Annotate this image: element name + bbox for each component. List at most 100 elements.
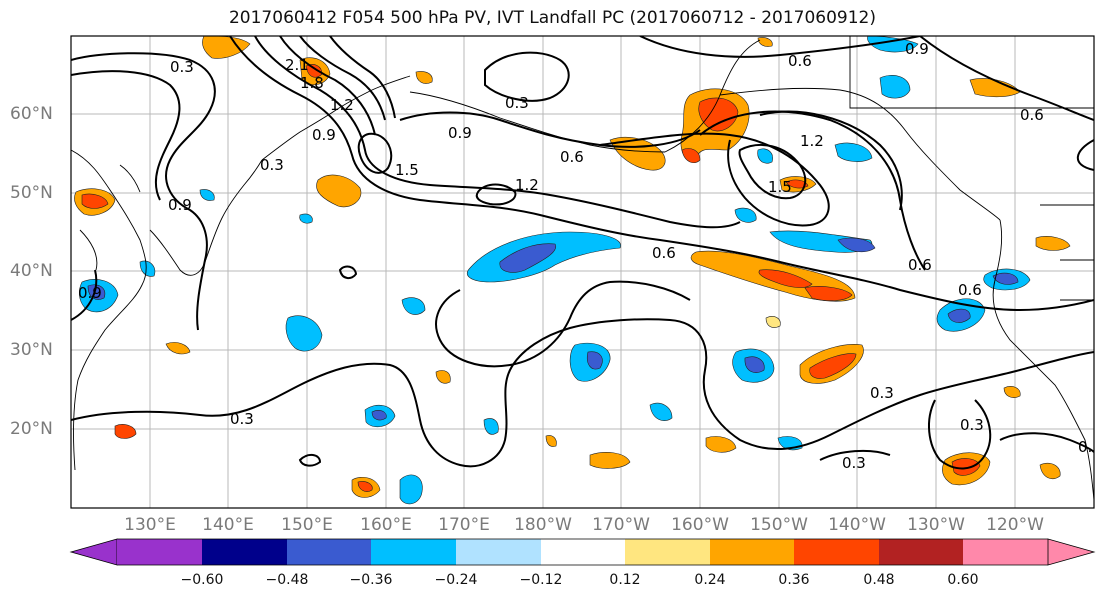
shade-neg-blob — [837, 237, 876, 253]
shade-pos-blob — [765, 316, 781, 328]
coastlines — [71, 36, 1094, 501]
coast-asia — [71, 149, 147, 471]
shade-pos-blob — [81, 193, 109, 209]
pv-contour — [338, 265, 358, 280]
coast-alaska — [664, 39, 1001, 221]
colorbar-segment — [710, 539, 794, 565]
lat-label: 50°N — [10, 183, 53, 203]
pv-contour — [329, 36, 396, 119]
shade-neg-blob — [199, 189, 215, 201]
colorbar-segment — [202, 539, 287, 565]
contour-label: 0.3 — [870, 384, 894, 402]
pv-contour — [298, 454, 322, 467]
pv-contour — [699, 110, 926, 271]
colorbar-segment — [879, 539, 963, 565]
pv-contour — [279, 36, 376, 136]
lon-label: 130°W — [907, 515, 965, 535]
pv-contour — [484, 51, 570, 102]
shade-pos-blob — [114, 424, 137, 439]
shade-pos-blob — [545, 435, 557, 447]
coast-aleutians — [409, 91, 666, 153]
shade-pos-blob — [785, 179, 809, 189]
pv-contour — [71, 52, 216, 331]
colorbar-tick-label: −0.60 — [180, 572, 224, 588]
contour-label: 1.8 — [300, 74, 324, 92]
pv-contour — [759, 110, 903, 211]
shade-neg-blob — [499, 243, 557, 273]
pv-contours — [71, 36, 1094, 470]
colorbar-segment — [794, 539, 879, 565]
lon-label: 170°W — [592, 515, 650, 535]
shade-pos-blob — [316, 174, 362, 208]
border-us-mexico — [1040, 204, 1094, 301]
lat-label: 30°N — [10, 340, 53, 360]
colorbar — [69, 538, 1096, 566]
lat-label: 20°N — [10, 419, 53, 439]
shade-pos-blob — [165, 342, 191, 355]
shade-neg-blob — [879, 75, 911, 99]
contour-label: 0.6 — [788, 52, 812, 70]
contour-label: 1.5 — [768, 178, 792, 196]
pv-contour — [475, 183, 517, 206]
shade-pos-blob — [357, 481, 373, 492]
colorbar-tick-label: 0.60 — [947, 572, 979, 588]
contour-label: 0.6 — [560, 148, 584, 166]
contour-label: 1.2 — [330, 96, 354, 114]
contour-label: 0.3 — [960, 416, 984, 434]
colorbar-segment — [371, 539, 456, 565]
shade-neg-blob — [867, 36, 919, 53]
shade-neg-blob — [483, 418, 499, 435]
shade-neg-blob — [399, 474, 423, 505]
pv-contour — [919, 36, 1094, 121]
colorbar-segment — [117, 539, 202, 565]
contour-label: 1.5 — [395, 161, 419, 179]
colorbar-tick-label: 0.36 — [778, 572, 810, 588]
plot-frame — [70, 35, 1095, 509]
contour-label: 0.6 — [652, 244, 676, 262]
lon-label: 160°W — [671, 515, 729, 535]
colorbar-segment — [456, 539, 541, 565]
pv-contour — [299, 36, 386, 121]
contour-label: 0.9 — [168, 196, 192, 214]
contour-labels: 0.3 0.3 0.3 0.3 0.3 0.3 0.3 0.3 0.6 0.6 … — [78, 40, 1102, 472]
contour-label: 1.2 — [515, 176, 539, 194]
lon-label: 120°W — [986, 515, 1044, 535]
lon-label: 150°W — [750, 515, 808, 535]
border-canada — [849, 36, 1094, 109]
pv-contour — [254, 36, 741, 229]
contour-label: 0.9 — [448, 124, 472, 142]
shade-neg-blob — [299, 213, 313, 224]
pv-contour — [71, 318, 1094, 468]
colorbar-tick-label: 0.48 — [863, 572, 895, 588]
pv-contour — [435, 280, 691, 368]
contour-label: 0.3 — [170, 58, 194, 76]
pv-contour — [357, 132, 393, 174]
lon-label: 170°E — [438, 515, 490, 535]
lon-label: 180°W — [514, 515, 572, 535]
shade-neg-blob — [139, 260, 156, 277]
contour-label: 0.6 — [908, 256, 932, 274]
shade-pos-blob — [698, 97, 739, 132]
pv-contour — [928, 399, 992, 470]
pv-contour — [229, 36, 1094, 312]
pv-contour — [999, 432, 1094, 453]
contour-label: 0.3 — [505, 94, 529, 112]
colorbar-tick-label: 0.12 — [609, 572, 641, 588]
shade-neg-blob — [285, 315, 323, 352]
shade-pos-blob — [757, 37, 773, 47]
colorbar-tick-label: −0.36 — [349, 572, 393, 588]
contour-label: 0.6 — [1020, 106, 1044, 124]
contour-label: 0.3 — [1078, 438, 1102, 456]
colorbar-tick-label: −0.12 — [519, 572, 563, 588]
colorbar-extend-left — [69, 538, 118, 566]
pv-contour — [71, 269, 98, 321]
shade-neg-blob — [947, 308, 971, 323]
shade-neg-blob — [834, 142, 873, 162]
contour-label: 0.6 — [958, 281, 982, 299]
lon-label: 130°E — [124, 515, 176, 535]
plot-area — [71, 36, 1094, 508]
contour-label: 0.9 — [78, 284, 102, 302]
shade-pos-blob — [589, 452, 631, 469]
lon-label: 150°E — [281, 515, 333, 535]
